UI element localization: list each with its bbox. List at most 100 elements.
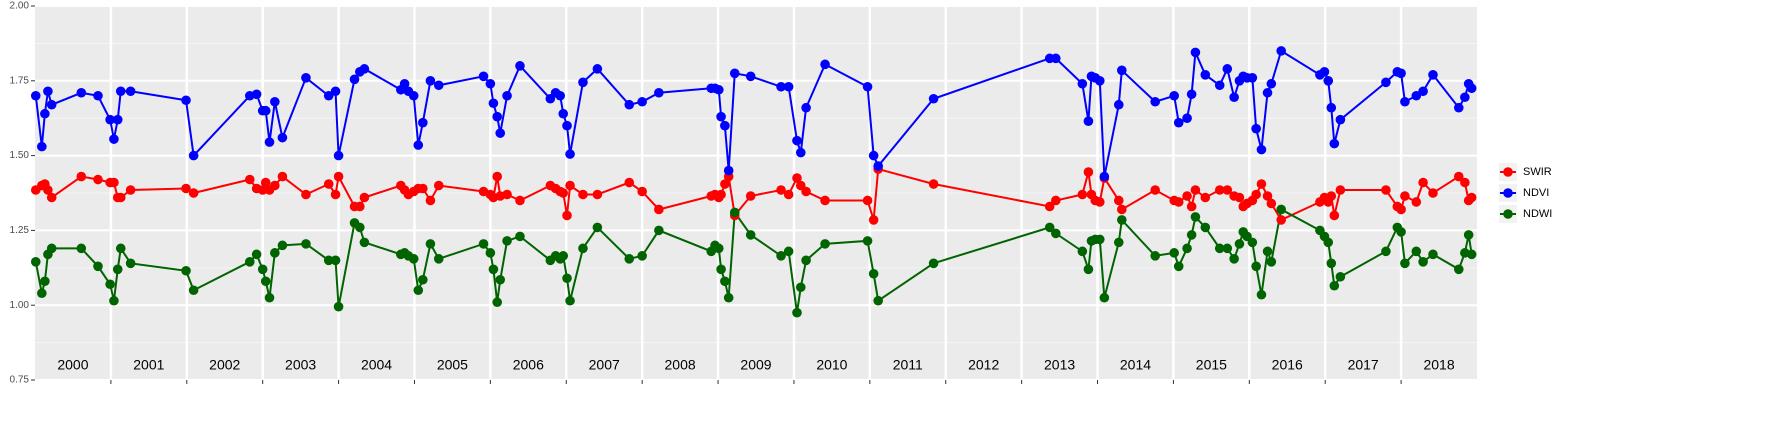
data-point: [1460, 177, 1470, 188]
year-label: 2006: [513, 357, 544, 373]
data-point: [433, 180, 444, 191]
data-point: [716, 189, 726, 200]
data-point: [1266, 257, 1277, 267]
data-point: [330, 86, 341, 97]
data-point: [1113, 237, 1124, 248]
data-point: [1323, 237, 1334, 248]
data-point: [1083, 167, 1094, 177]
data-point: [1150, 251, 1161, 261]
data-point: [1329, 138, 1340, 149]
data-point: [714, 84, 724, 95]
legend-label: NDVI: [1523, 187, 1549, 199]
year-label: 2014: [1120, 357, 1151, 373]
data-point: [495, 128, 506, 138]
year-label: 2016: [1272, 357, 1303, 373]
data-point: [359, 192, 370, 203]
data-point: [93, 174, 103, 185]
data-point: [1117, 215, 1127, 225]
year-label: 2008: [665, 357, 696, 373]
data-point: [1329, 210, 1340, 221]
data-point: [492, 171, 502, 182]
data-point: [418, 274, 428, 285]
data-point: [492, 297, 502, 308]
data-point: [1234, 192, 1245, 203]
legend-marker: [1503, 209, 1513, 219]
data-point: [1396, 227, 1406, 237]
data-point: [1095, 76, 1105, 86]
data-point: [1044, 201, 1055, 212]
data-point: [565, 149, 575, 159]
data-point: [792, 307, 802, 318]
data-point: [1050, 53, 1061, 64]
data-point: [93, 90, 103, 101]
data-point: [1428, 70, 1438, 80]
data-point: [270, 248, 280, 258]
data-point: [1262, 87, 1273, 98]
data-point: [40, 108, 50, 119]
data-point: [1266, 198, 1277, 209]
data-point: [1396, 68, 1406, 79]
data-point: [1428, 188, 1438, 198]
data-point: [515, 195, 525, 206]
data-point: [637, 251, 647, 261]
data-point: [1256, 179, 1267, 189]
data-point: [1400, 96, 1410, 107]
data-point: [188, 188, 199, 198]
data-point: [1169, 248, 1179, 258]
data-point: [745, 191, 756, 201]
data-point: [801, 102, 811, 113]
data-point: [783, 189, 794, 200]
data-point: [37, 288, 47, 299]
data-point: [125, 86, 136, 97]
data-point: [637, 186, 647, 197]
data-point: [413, 285, 424, 296]
data-point: [46, 99, 57, 110]
data-point: [558, 108, 569, 119]
data-point: [562, 120, 572, 131]
data-point: [565, 295, 575, 306]
data-point: [624, 177, 635, 188]
data-point: [1411, 90, 1422, 101]
data-point: [418, 117, 428, 128]
data-point: [125, 258, 136, 269]
series-line: [34, 207, 1473, 313]
data-point: [1460, 92, 1470, 103]
data-point: [1044, 222, 1055, 233]
data-point: [257, 185, 268, 195]
data-point: [716, 111, 726, 122]
data-point: [776, 185, 786, 195]
data-point: [578, 77, 588, 88]
data-point: [105, 279, 115, 290]
data-point: [1335, 114, 1346, 125]
data-point: [260, 105, 271, 116]
data-point: [1150, 185, 1161, 195]
year-label: 2018: [1423, 357, 1454, 373]
data-point: [637, 96, 647, 107]
data-point: [1466, 192, 1477, 203]
y-tick-label: 1.00: [10, 300, 30, 311]
data-point: [502, 189, 512, 200]
data-point: [37, 141, 47, 152]
data-point: [1173, 197, 1184, 207]
data-point: [251, 249, 262, 260]
data-point: [355, 222, 365, 233]
data-point: [46, 192, 57, 203]
data-point: [624, 99, 635, 110]
data-point: [1186, 230, 1197, 240]
data-point: [30, 90, 41, 101]
data-point: [301, 189, 311, 200]
data-point: [776, 251, 786, 261]
data-point: [323, 179, 334, 189]
data-point: [1083, 264, 1094, 275]
data-point: [115, 192, 126, 203]
data-point: [330, 189, 341, 200]
data-point: [1335, 271, 1346, 282]
data-point: [1214, 80, 1225, 91]
data-point: [795, 282, 806, 293]
data-point: [592, 222, 603, 233]
data-point: [46, 243, 57, 254]
data-point: [1190, 185, 1201, 195]
data-point: [408, 254, 419, 264]
data-point: [1418, 257, 1428, 267]
